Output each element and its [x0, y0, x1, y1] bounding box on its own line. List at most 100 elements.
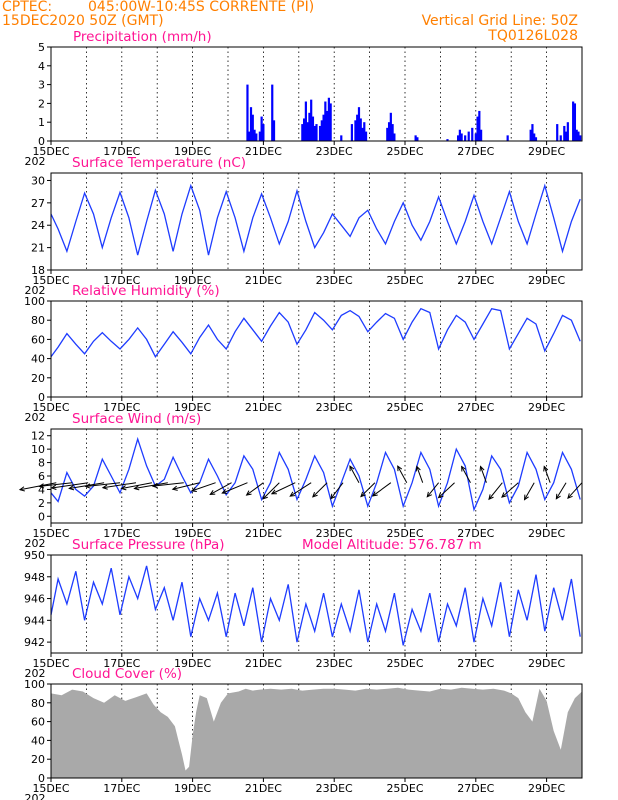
x-tick-label: 27DEC	[457, 527, 494, 540]
precip-bar	[304, 101, 307, 141]
wind-arrow	[360, 482, 376, 498]
header-grid-note: Vertical Grid Line: 50Z	[422, 13, 578, 29]
x-tick-label: 23DEC	[316, 527, 353, 540]
wind-arrow-head	[245, 490, 252, 496]
precip-bar	[564, 131, 568, 141]
y-tick-label: 942	[24, 636, 45, 649]
wind-arrow	[479, 465, 487, 483]
panel-title-precip: Precipitation (mm/h)	[73, 29, 212, 45]
precip-bar	[301, 124, 304, 141]
precip-bar	[414, 135, 417, 141]
y-tick-label: 6	[38, 470, 45, 483]
wind-arrow-shaft	[134, 482, 168, 490]
precip-bar	[416, 137, 419, 141]
precip-bar	[480, 129, 483, 141]
wind-arrow-shaft	[488, 482, 503, 500]
precip-bar	[357, 107, 361, 141]
y-tick-label: 40	[31, 353, 45, 366]
y-tick-label: 27	[31, 197, 45, 210]
pres-line	[50, 565, 581, 646]
panel-frame	[50, 300, 583, 398]
precip-bar	[573, 103, 577, 141]
x-tick-label: 17DEC	[103, 782, 140, 795]
wind-arrow	[190, 482, 216, 492]
wind-arrow-head	[209, 490, 216, 495]
wind-line	[50, 436, 581, 512]
panel-title-cloud: Cloud Cover (%)	[72, 666, 182, 682]
precip-bar	[271, 84, 274, 141]
wind-arrow	[133, 482, 168, 491]
x-tick-label: 17DEC	[103, 274, 140, 287]
wind-arrow-shaft	[39, 482, 73, 487]
wind-arrow-shaft	[438, 482, 455, 499]
precip-bar	[531, 124, 534, 141]
wind-arrow	[426, 482, 440, 498]
y-tick-label: 100	[24, 678, 45, 691]
x-tick-label: 15DEC	[32, 782, 69, 795]
y-tick-label: 4	[38, 483, 45, 496]
x-tick-label: 27DEC	[457, 145, 494, 158]
x-year-fragment: 202	[25, 155, 46, 168]
header-date: 15DEC2020 50Z (GMT)	[2, 13, 164, 29]
wind-arrow-shaft	[85, 482, 121, 487]
wind-arrow-shaft	[330, 482, 344, 499]
y-tick-label: 0	[38, 772, 45, 785]
x-tick-label: 29DEC	[528, 145, 565, 158]
x-tick-label: 19DEC	[174, 274, 211, 287]
y-tick-label: 4	[38, 60, 45, 73]
wind-arrow	[523, 482, 535, 501]
wind-arrow-head	[461, 465, 466, 472]
wind-arrow	[151, 482, 184, 489]
wind-arrow-head	[151, 483, 158, 489]
wind-arrow	[312, 482, 328, 498]
wind-arrow-shaft	[102, 482, 137, 489]
x-tick-label: 21DEC	[245, 401, 282, 414]
wind-arrow	[289, 482, 312, 497]
wind-arrow-head	[190, 487, 197, 492]
x-tick-label: 25DEC	[386, 274, 423, 287]
precip-bar	[251, 114, 254, 141]
x-tick-label: 21DEC	[245, 527, 282, 540]
wind-arrow-shaft	[246, 482, 264, 496]
wind-arrow-shaft	[416, 466, 424, 483]
wind-arrow	[84, 482, 121, 489]
panel-frame	[50, 683, 583, 779]
wind-arrow-shaft	[152, 482, 184, 487]
wind-arrow-shaft	[19, 482, 57, 491]
wind-arrow-shaft	[372, 482, 392, 497]
wind-arrow	[50, 482, 89, 490]
precip-bar	[350, 124, 353, 141]
x-year-fragment: 202	[25, 411, 46, 424]
precip-bar	[359, 118, 362, 141]
y-tick-label: 12	[31, 430, 45, 443]
x-tick-label: 25DEC	[386, 145, 423, 158]
wind-arrow-head	[289, 491, 296, 497]
x-year-fragment: 202	[25, 537, 46, 550]
x-tick-label: 19DEC	[174, 657, 211, 670]
precip-bar	[303, 118, 306, 141]
wind-arrow-head	[437, 492, 444, 499]
x-tick-label: 25DEC	[386, 401, 423, 414]
wind-arrow-shaft	[360, 482, 376, 497]
precip-bar	[559, 135, 562, 141]
precip-bar	[577, 131, 580, 141]
wind-arrow-head	[18, 486, 25, 492]
y-tick-label: 8	[38, 457, 45, 470]
precip-bar	[313, 125, 316, 141]
wind-arrow-head	[501, 492, 507, 498]
precip-bar	[387, 122, 391, 141]
y-tick-label: 950	[24, 549, 45, 562]
wind-arrow-head	[488, 494, 494, 501]
wind-arrow	[488, 482, 503, 501]
panel-frame	[50, 46, 583, 142]
wind-arrow	[245, 482, 264, 496]
precip-bar	[311, 116, 315, 141]
wind-arrow-head	[120, 485, 127, 491]
wind-arrow-head	[360, 491, 366, 498]
wind-arrow-shaft	[555, 482, 567, 500]
x-tick-label: 15DEC	[32, 274, 69, 287]
precip-bar	[533, 133, 536, 141]
y-tick-label: 20	[31, 753, 45, 766]
precip-bar	[260, 116, 263, 141]
y-tick-label: 20	[31, 372, 45, 385]
